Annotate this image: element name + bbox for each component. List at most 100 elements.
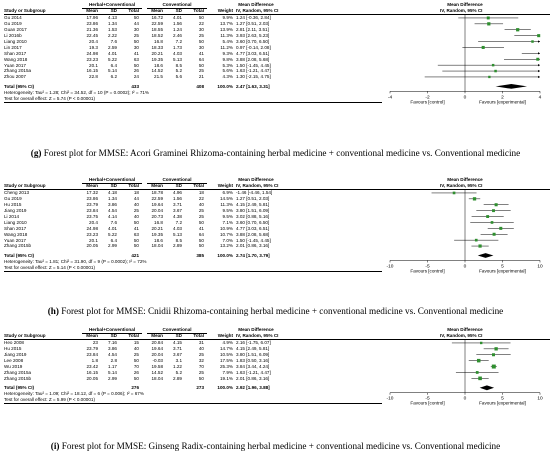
mean-ctl: 18.6 <box>154 237 163 243</box>
study-row: Yuan 2017 20.1 6.4 50 18.6 8.5 50 5.3% 1.50 [-1.… <box>4 63 374 69</box>
study-row: Zhang 2015b 20.05 2.99 50 18.04 2.89 50 19.1% 2.… <box>4 376 374 382</box>
sd-ctl: 5.2 <box>175 369 182 375</box>
total-ctl: 50 <box>198 375 204 381</box>
mean-exp: 20.4 <box>89 219 98 225</box>
x-tick-label: -5 <box>425 396 430 402</box>
study-row: Yuan 2017 20.1 6.4 50 18.6 8.5 50 7.0% 1.50 [-1.… <box>4 238 374 244</box>
plot-md-subheader: IV, Random, 95% CI <box>440 7 483 13</box>
mean-exp: 23.84 <box>86 352 99 358</box>
mean-difference-ci: 3.88 [2.08, 5.68] <box>236 56 270 62</box>
study-row: Shan 2017 24.98 4.01 41 20.21 4.03 41 10.9% 4.77… <box>4 226 374 232</box>
study-row: Hu 2015 23.79 3.86 40 19.64 3.71 40 11.3% 4.15 [… <box>4 202 374 208</box>
weight: 5.3% <box>222 62 233 68</box>
study-square <box>537 34 541 38</box>
heterogeneity-text: Heterogeneity: Tau² = 1.81; Chi² = 31.90… <box>4 258 147 264</box>
total-exp: 41 <box>133 225 139 231</box>
ci-arrow-right <box>538 52 540 55</box>
sd-ctl: 3.71 <box>173 202 182 208</box>
study-name: Gu 2019 <box>4 196 22 202</box>
sd-ctl: 7.2 <box>175 219 182 225</box>
column-header-row: Study or Subgroup Mean SD Total Mean SD Total W… <box>4 182 482 189</box>
col-mean-exp: Mean <box>86 182 98 188</box>
study-square <box>492 233 496 237</box>
mean-ctl: 19.35 <box>151 56 164 62</box>
col-weight: Weight <box>217 332 233 338</box>
forest-graph: -10 -5 0 5 10 Favours [control] Favours [exper… <box>387 340 543 406</box>
mean-difference-ci: 2.81 [2.11, 3.51] <box>236 27 269 33</box>
favours-experimental-label: Favours [experimental] <box>479 100 526 105</box>
sd-exp: 2.59 <box>108 44 117 50</box>
ci-arrow-right <box>538 70 540 73</box>
mean-difference-ci: 1.50 [-1.45, 4.45] <box>236 237 271 243</box>
weight: 5.4% <box>222 38 233 44</box>
total-n-exp: 421 <box>131 252 139 258</box>
total-exp: 30 <box>133 27 139 33</box>
col-sd-exp: SD <box>110 182 117 188</box>
mean-ctl: 19.64 <box>151 346 164 352</box>
mean-difference-ci: 1.27 [0.51, 2.03] <box>236 21 270 27</box>
sd-exp: 4.54 <box>108 208 117 213</box>
total-ctl: 70 <box>198 363 204 369</box>
col-sd-exp: SD <box>110 7 117 13</box>
weight: 9.5% <box>222 208 233 213</box>
total-exp: 40 <box>133 213 139 219</box>
mean-ctl: 18.55 <box>151 27 164 33</box>
total-ci: 2.92 [1.96, 3.88] <box>236 385 270 391</box>
md-plot-header-title: Mean Difference <box>447 327 483 332</box>
total-exp: 63 <box>133 56 139 62</box>
mean-exp: 23.79 <box>86 202 99 208</box>
total-ctl: 50 <box>198 237 204 243</box>
mean-ctl: 16.8 <box>154 38 163 44</box>
group-header-experimental: Herbal+Conventional <box>82 2 142 9</box>
total-exp: 50 <box>133 358 139 363</box>
sd-exp: 4.01 <box>108 225 117 231</box>
col-total-ctl: Total <box>193 7 204 13</box>
total-ctl: 30 <box>198 27 204 33</box>
sd-ctl: 4.03 <box>173 225 182 231</box>
sd-ctl: 3.67 <box>173 208 182 213</box>
study-square <box>494 203 498 207</box>
mean-difference-ci: 3.02 [0.88, 5.16] <box>236 213 270 219</box>
favours-experimental-label: Favours [experimental] <box>479 269 526 274</box>
total-n-exp: 276 <box>131 385 139 391</box>
study-name: Li 2016b <box>4 33 22 38</box>
total-ctl: 50 <box>198 243 204 249</box>
mean-exp: 23.79 <box>86 346 99 352</box>
caption-text: Forest plot for MMSE: Ginseng Radix-cont… <box>61 441 501 451</box>
study-row: Li 2014 23.75 4.14 40 20.73 4.38 25 9.5% 3.02 [0… <box>4 214 374 220</box>
study-square <box>516 28 520 32</box>
group-header-control: Conventional <box>147 327 207 334</box>
weight: 13.7% <box>219 21 233 27</box>
study-square <box>491 364 496 369</box>
col-mean-ctl: Mean <box>151 332 163 338</box>
total-exp: 50 <box>133 219 139 225</box>
mean-exp: 23.23 <box>86 231 99 237</box>
mean-ctl: 16.72 <box>151 15 164 21</box>
mean-difference-ci: -1.46 [-4.46, 1.54] <box>236 190 273 196</box>
overall-effect-text: Test for overall effect: Z = 5.99 (P < 0… <box>4 396 95 402</box>
col-mean-ctl: Mean <box>151 7 163 13</box>
study-name: Hu 2015 <box>4 346 22 352</box>
mean-exp: 23.86 <box>86 21 99 27</box>
x-tick-label: 10 <box>537 264 543 270</box>
mean-difference-ci: 1.63 [-1.21, 4.47] <box>236 369 271 375</box>
md-header-title: Mean Difference <box>238 327 274 332</box>
overall-effect-row: Test for overall effect: Z = 5.14 (P < 0… <box>4 265 374 271</box>
study-row: Gu 2019 23.86 1.34 44 22.59 1.56 22 13.7% 1.27 [… <box>4 21 374 27</box>
total-exp: 15 <box>133 340 139 346</box>
weight: 9.5% <box>222 213 233 219</box>
mean-exp: 22.8 <box>89 74 98 80</box>
sd-ctl: 7.2 <box>175 38 182 44</box>
mean-difference-ci: 2.01 [0.86, 3.16] <box>236 243 270 249</box>
mean-exp: 19.3 <box>89 44 98 50</box>
sd-exp: 3.86 <box>108 346 117 352</box>
total-exp: 50 <box>133 375 139 381</box>
footer-rule <box>4 403 382 405</box>
sd-exp: 1.53 <box>108 27 117 33</box>
study-name: Zhang 2015b <box>4 375 32 381</box>
total-exp: 50 <box>133 62 139 68</box>
header-rule <box>4 189 550 191</box>
sd-exp: 6.2 <box>110 74 117 80</box>
mean-exp: 17.32 <box>86 190 99 196</box>
total-ctl: 21 <box>198 74 204 80</box>
